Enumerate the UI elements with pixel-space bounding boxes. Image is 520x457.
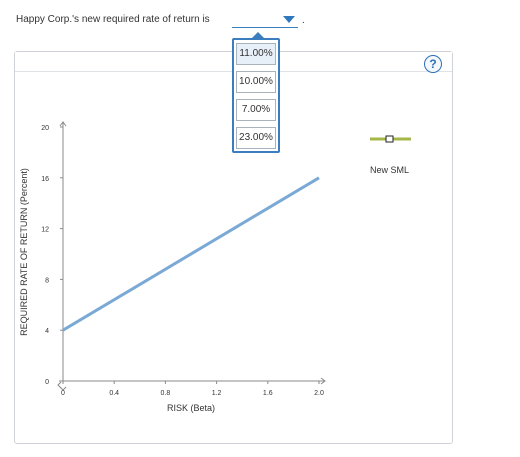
y-tick-label: 16 [41, 176, 49, 183]
menu-option-3[interactable]: 7.00% [236, 99, 276, 121]
y-axis-arrow [59, 121, 67, 127]
x-tick-label: 1.6 [263, 390, 273, 397]
legend-label: New SML [370, 165, 410, 175]
menu-option-2[interactable]: 10.00% [236, 71, 276, 93]
y-tick-label: 20 [41, 125, 49, 132]
x-axis-label: RISK (Beta) [166, 403, 216, 413]
x-tick-label: 0.4 [109, 390, 119, 397]
help-button[interactable]: ? [424, 55, 442, 73]
y-tick-label: 4 [45, 328, 49, 335]
sml-line [62, 176, 320, 332]
x-axis-arrow [320, 377, 326, 385]
question-period: . [302, 15, 305, 26]
menu-option-1[interactable]: 11.00% [236, 43, 276, 65]
rate-of-return-dropdown[interactable] [232, 14, 298, 28]
x-tick-label: 0 [61, 390, 65, 397]
y-tick-label: 12 [41, 227, 49, 234]
chevron-down-icon [283, 16, 295, 23]
y-axis-down-arrow [59, 386, 67, 391]
x-tick-label: 1.2 [212, 390, 222, 397]
x-tick-label: 2.0 [314, 390, 324, 397]
x-tick-label: 0.8 [161, 390, 171, 397]
menu-pointer [252, 32, 264, 38]
legend-marker-icon [385, 135, 394, 143]
question-text: Happy Corp.'s new required rate of retur… [16, 14, 210, 25]
y-tick-label: 0 [45, 379, 49, 386]
y-axis-label: REQUIRED RATE OF RETURN (Percent) [19, 168, 29, 336]
menu-option-4[interactable]: 23.00% [236, 127, 276, 149]
y-tick-label: 8 [45, 277, 49, 284]
rate-options-menu[interactable]: 11.00% 10.00% 7.00% 23.00% [232, 38, 280, 153]
